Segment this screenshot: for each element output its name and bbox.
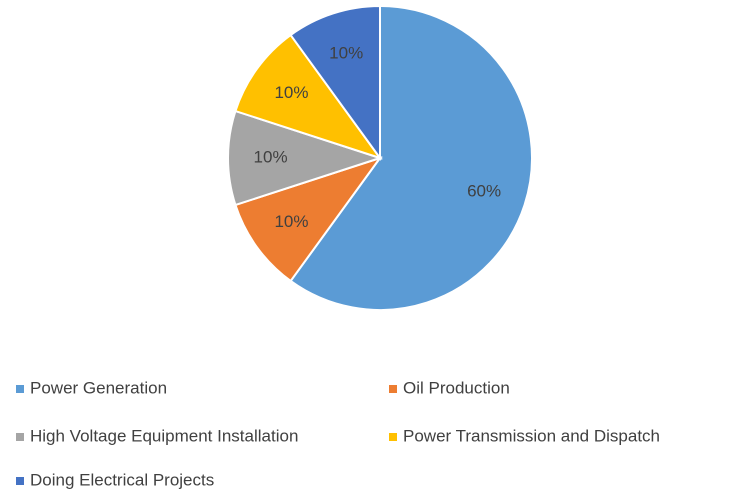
legend-marker <box>16 433 24 441</box>
legend-marker <box>389 385 397 393</box>
legend-marker <box>389 433 397 441</box>
pie-slice <box>226 109 384 207</box>
legend-label: Doing Electrical Projects <box>30 470 214 489</box>
legend-marker <box>16 477 24 485</box>
data-label: 10% <box>254 147 288 166</box>
data-label: 10% <box>329 43 363 62</box>
pie-slice <box>289 4 533 311</box>
legend-label: Power Generation <box>30 378 167 397</box>
pie-slice <box>234 156 383 283</box>
data-label: 60% <box>467 181 501 200</box>
legend-marker <box>16 385 24 393</box>
data-label: 10% <box>274 83 308 102</box>
legend-label: Power Transmission and Dispatch <box>403 426 660 445</box>
legend-label: High Voltage Equipment Installation <box>30 426 298 445</box>
legend-label: Oil Production <box>403 378 510 397</box>
data-label: 10% <box>274 212 308 231</box>
pie-slice <box>289 4 381 162</box>
pie-slice <box>234 33 383 160</box>
